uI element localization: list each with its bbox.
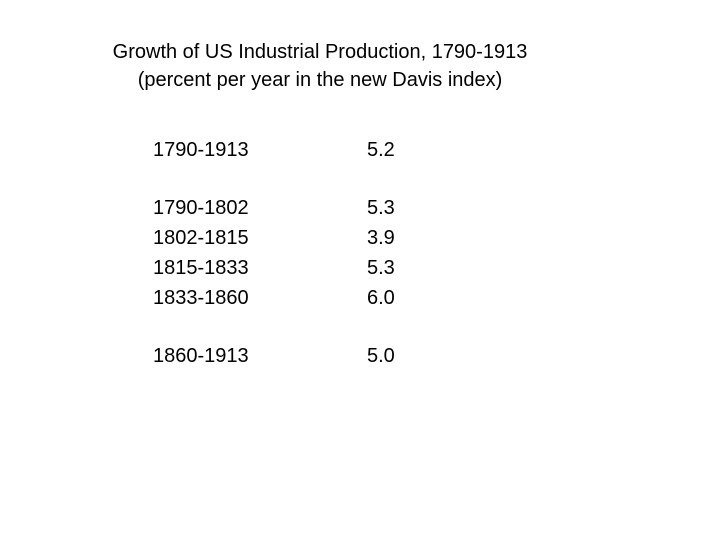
rate-cell: 6.0 xyxy=(367,287,395,309)
period-cell: 1790-1802 xyxy=(153,197,249,219)
rate-cell: 5.3 xyxy=(367,257,395,279)
period-cell: 1802-1815 xyxy=(153,227,249,249)
rate-cell: 5.0 xyxy=(367,345,395,367)
period-cell: 1833-1860 xyxy=(153,287,249,309)
period-cell: 1815-1833 xyxy=(153,257,249,279)
title-line-1: Growth of US Industrial Production, 1790… xyxy=(112,41,528,63)
period-cell: 1790-1913 xyxy=(153,139,249,161)
rate-cell: 3.9 xyxy=(367,227,395,249)
rate-cell: 5.2 xyxy=(367,139,395,161)
slide-title: Growth of US Industrial Production, 1790… xyxy=(0,38,640,94)
title-line-2: (percent per year in the new Davis index… xyxy=(137,69,503,91)
period-cell: 1860-1913 xyxy=(153,345,249,367)
rate-cell: 5.3 xyxy=(367,197,395,219)
